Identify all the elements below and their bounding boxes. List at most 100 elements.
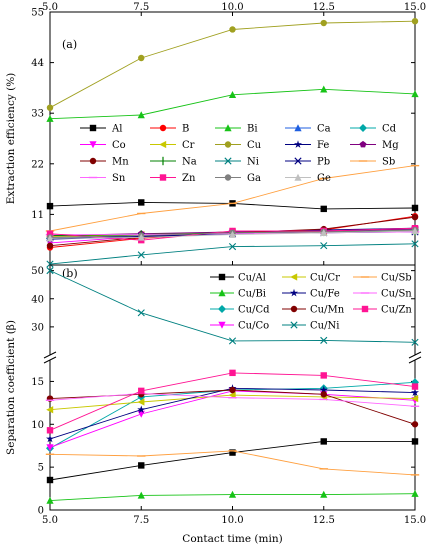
panel-b-ylabel: Separation coefficient (β) xyxy=(5,320,17,455)
legend-a-swatch-marker xyxy=(224,124,232,132)
legend-b-swatch-marker xyxy=(218,289,226,297)
legend-b-swatch-marker xyxy=(290,305,298,313)
panel-b-point xyxy=(229,386,236,394)
panel-b-point xyxy=(138,462,145,469)
panel-a-point xyxy=(411,227,419,235)
panel-b-ytick-label: 40 xyxy=(31,294,44,305)
panel-b-axis-break-mark xyxy=(408,351,422,359)
legend-a-swatch-marker xyxy=(89,141,97,149)
panel-b-point xyxy=(46,434,54,443)
panel-b-point xyxy=(46,444,54,452)
panel-b-line xyxy=(49,270,416,343)
panel-a-point xyxy=(46,114,54,122)
panel-b-point xyxy=(46,406,54,414)
panel-b-series-cu-sb xyxy=(45,450,420,476)
panel-a-point xyxy=(137,111,145,119)
legend-b-swatch-marker xyxy=(290,273,298,281)
legend-a-swatch-marker xyxy=(159,140,167,149)
panel-a-line xyxy=(49,165,416,232)
panel-b-xtick-label: 12.5 xyxy=(313,515,335,526)
legend-a-swatch-marker xyxy=(294,173,302,181)
legend-a-swatch-marker xyxy=(224,157,232,165)
panel-a-point xyxy=(228,230,237,238)
legend-a-label: Ga xyxy=(247,173,261,184)
panel-b-xtick-label: 5.0 xyxy=(42,515,58,526)
panel-b-ytick-label: 30 xyxy=(31,322,44,333)
panel-b-point xyxy=(320,490,328,498)
legend-a-label: Bi xyxy=(247,124,258,135)
legend-a-label: Ca xyxy=(317,124,331,135)
panel-a-series-al xyxy=(46,199,419,213)
panel-b-point xyxy=(228,490,237,498)
legend-a-swatch-marker xyxy=(159,174,167,181)
legend-a-swatch-marker xyxy=(359,124,367,132)
panel-a-point xyxy=(320,205,327,213)
top-x-tick-label: 12.5 xyxy=(313,2,335,13)
legend-a-label: Ni xyxy=(247,157,259,168)
legend-b-label: Cu/Cd xyxy=(238,305,270,316)
panel-b-ytick-label: 10 xyxy=(31,420,44,431)
panel-a-ytick-label: 44 xyxy=(31,58,44,69)
panel-a-point xyxy=(320,19,327,27)
panel-a-point xyxy=(320,85,328,93)
legend-a-swatch-marker xyxy=(359,140,367,148)
legend-a-swatch-marker xyxy=(159,124,167,132)
legend-a-swatch-marker xyxy=(224,141,232,148)
panel-b-point xyxy=(411,438,419,445)
top-x-tick-label: 15.0 xyxy=(404,2,426,13)
legend-a-swatch-marker xyxy=(294,140,302,148)
panel-b-point xyxy=(137,410,145,418)
panel-b-point xyxy=(228,391,236,399)
panel-a-point xyxy=(411,240,419,248)
panel-b-line xyxy=(49,440,415,481)
legend-b-label: Cu/Zn xyxy=(381,305,412,316)
panel-b-axis-break-mark xyxy=(408,356,422,364)
panel-b-label: (b) xyxy=(62,267,78,280)
legend-a-label: Al xyxy=(111,124,122,135)
panel-a-point xyxy=(138,54,145,62)
panel-a-series-ni xyxy=(46,240,419,268)
panel-b-ytick-label: 5 xyxy=(38,463,44,474)
panel-b-point xyxy=(138,387,145,395)
panel-a-series-cu xyxy=(46,18,419,111)
panel-a-point xyxy=(46,104,54,111)
panel-b-point xyxy=(320,438,327,445)
panel-b-xtick-label: 7.5 xyxy=(133,515,149,526)
panel-b-point xyxy=(411,338,419,346)
panel-b-point xyxy=(46,427,54,434)
legend-a-label: Fe xyxy=(317,140,329,151)
panel-a-point xyxy=(46,260,54,268)
legend-b-label: Cu/Bi xyxy=(238,289,266,300)
top-x-tick-label: 7.5 xyxy=(133,2,149,13)
panel-a-ytick-label: 33 xyxy=(31,109,44,120)
legend-b-swatch-marker xyxy=(290,288,298,297)
panel-a-label: (a) xyxy=(62,38,77,51)
legend-b-swatch-marker xyxy=(218,305,226,313)
panel-b-series-cu-zn xyxy=(46,369,419,434)
panel-a-point xyxy=(320,242,328,250)
legend-b-swatch-marker xyxy=(218,273,226,281)
panel-b-ytick-label: 15 xyxy=(31,377,44,388)
legend-a-swatch-marker xyxy=(294,124,302,132)
panel-b-point xyxy=(411,394,419,403)
panel-b-point xyxy=(411,388,419,396)
legend-a-swatch-marker xyxy=(89,124,97,132)
panel-b-series-cu-mn xyxy=(46,386,419,428)
legend-b-swatch-marker xyxy=(290,321,298,329)
panel-b-point xyxy=(46,267,54,275)
panel-b-legend: Cu/Al Cu/Cr Cu/Sb Cu/Bi Cu/Fe Cu/Sn Cu/Cd Cu/Mn… xyxy=(210,273,412,332)
panel-b-series-cu-al xyxy=(46,438,419,484)
panel-b-line xyxy=(49,390,416,448)
legend-a-swatch-marker xyxy=(224,174,232,181)
legend-a-label: Zn xyxy=(182,173,196,184)
legend-b-label: Cu/Sb xyxy=(381,273,412,284)
panel-a-point xyxy=(411,18,419,25)
panel-a-point xyxy=(228,243,237,251)
panel-a-legend: Al B Bi Ca Cd Co Cr Cu Fe Mg Mn Na Ni Pb Sb Sn Zn Ga Ge xyxy=(80,124,399,184)
panel-b-axis-break-mark xyxy=(43,356,57,364)
legend-a-label: Mn xyxy=(112,157,129,168)
panel-a-ytick-label: 11 xyxy=(31,210,44,221)
legend-a-label: Na xyxy=(182,157,197,168)
panel-b-point xyxy=(411,383,419,390)
